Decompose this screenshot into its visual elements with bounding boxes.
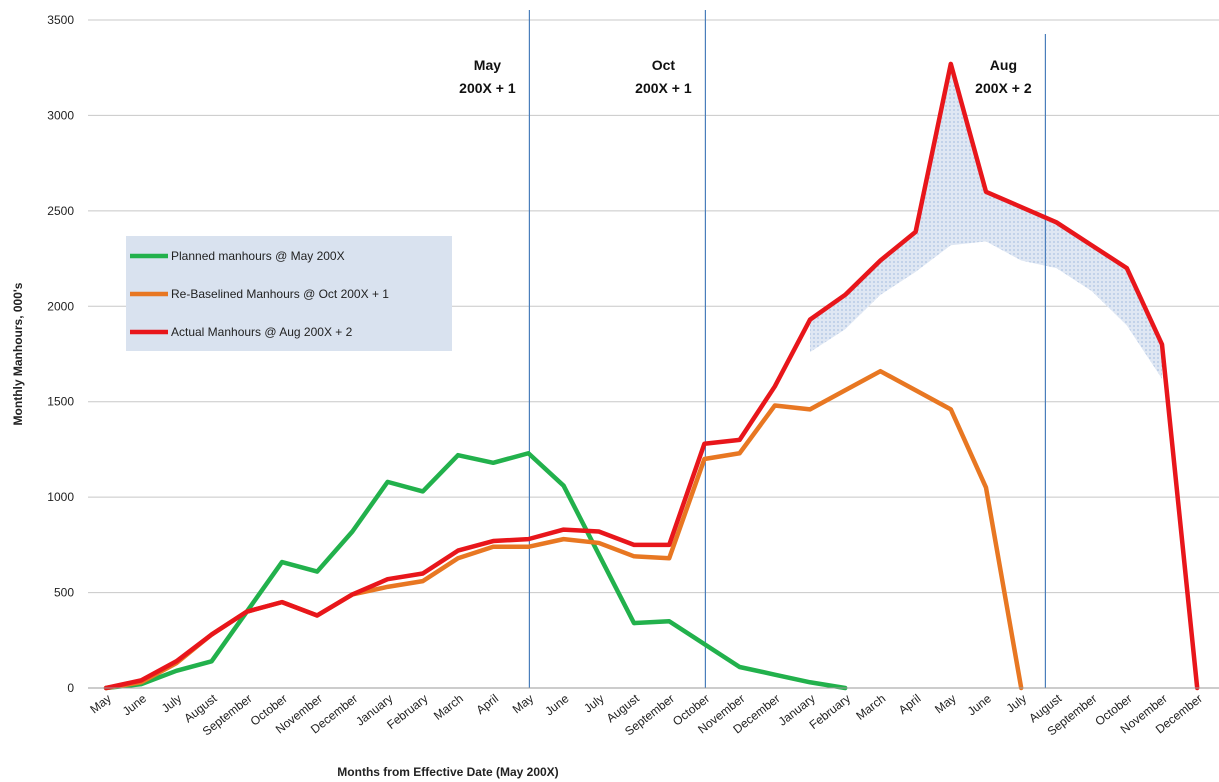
y-tick-label: 3500 <box>47 13 74 27</box>
legend-label: Actual Manhours @ Aug 200X + 2 <box>171 325 353 339</box>
milestone-markers: May 200X + 1 Oct 200X + 1 Aug 200X + 2 <box>459 10 1047 688</box>
legend-label: Planned manhours @ May 200X <box>171 249 345 263</box>
x-tick-label: July <box>581 691 606 715</box>
series-line <box>103 61 1200 691</box>
x-tick-label: May <box>932 691 958 716</box>
x-axis-ticks: May June JulyAugustSeptemberOctoberNovembe… <box>87 691 1205 739</box>
x-tick-label: June <box>542 691 571 718</box>
y-tick-label: 0 <box>67 681 74 695</box>
y-tick-label: 1000 <box>47 490 74 504</box>
milestone-label-month: Aug <box>990 57 1017 73</box>
legend-box <box>126 236 452 351</box>
milestone-label-month: Oct <box>652 57 676 73</box>
y-tick-label: 2500 <box>47 204 74 218</box>
x-tick-label: March <box>431 691 466 723</box>
x-tick-label: June <box>965 691 994 718</box>
variance-band-area <box>810 63 1162 379</box>
y-tick-label: 1500 <box>47 395 74 409</box>
legend: Planned manhours @ May 200X Re-Baselined … <box>126 236 452 351</box>
milestone-label-year: 200X + 1 <box>459 80 516 96</box>
y-tick-label: 3000 <box>47 108 74 122</box>
y-axis-title: Monthly Manhours, 000's <box>11 282 25 425</box>
x-tick-label: April <box>896 691 924 717</box>
x-tick-label: July <box>159 691 184 715</box>
series-lines <box>103 61 1200 691</box>
x-tick-label: June <box>120 691 149 718</box>
legend-label: Re-Baselined Manhours @ Oct 200X + 1 <box>171 287 389 301</box>
milestone-label-year: 200X + 2 <box>975 80 1032 96</box>
milestone-label-year: 200X + 1 <box>635 80 692 96</box>
x-tick-label: April <box>474 691 502 717</box>
variance-band <box>810 63 1162 379</box>
milestone-label-month: May <box>474 57 501 73</box>
x-tick-label: March <box>853 691 888 723</box>
y-tick-label: 2000 <box>47 299 74 313</box>
x-tick-label: July <box>1004 691 1029 715</box>
x-tick-label: May <box>87 691 113 716</box>
y-axis-ticks: 0 500 1000 1500 2000 2500 3000 3500 <box>47 13 74 695</box>
x-axis-title: Months from Effective Date (May 200X) <box>337 765 558 779</box>
y-tick-label: 500 <box>54 586 74 600</box>
x-tick-label: May <box>510 691 536 716</box>
series-line <box>103 450 848 691</box>
